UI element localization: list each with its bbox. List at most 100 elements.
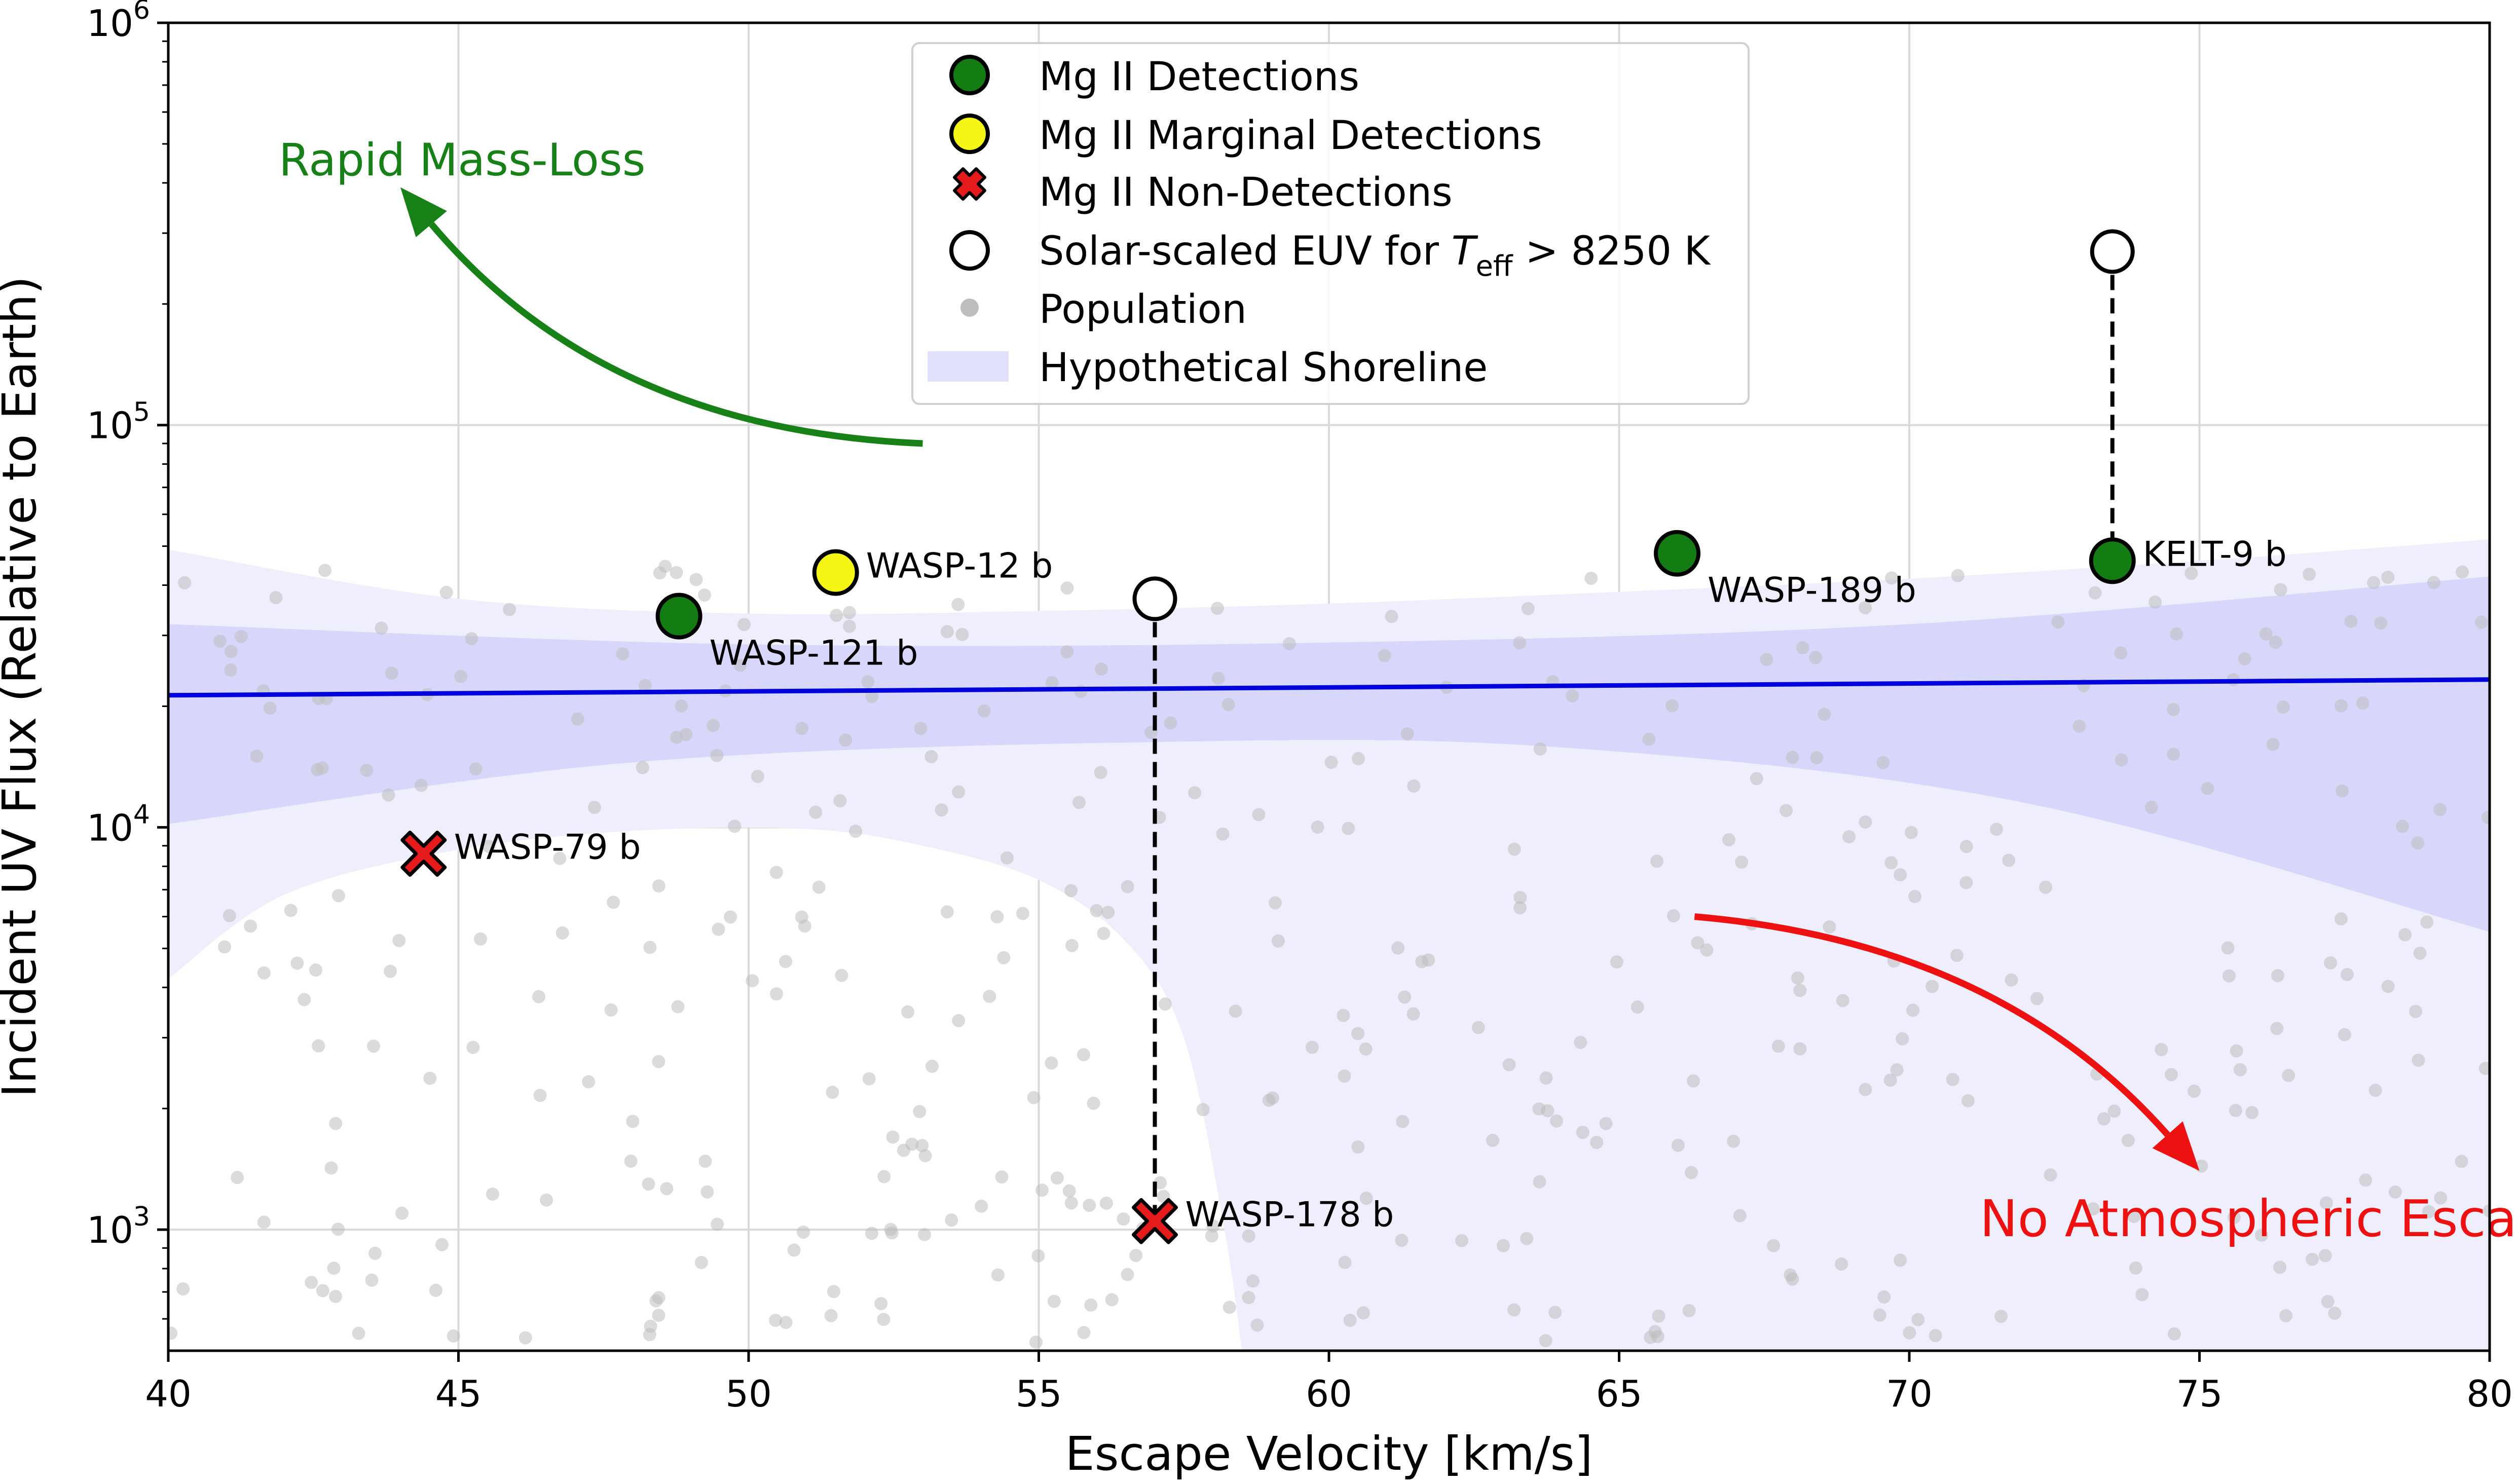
population-point <box>2115 753 2128 767</box>
population-point <box>2269 636 2282 649</box>
x-tick-label: 40 <box>145 1372 192 1415</box>
population-point <box>2129 1261 2142 1275</box>
population-point <box>331 889 345 903</box>
euv-point <box>2090 229 2135 274</box>
population-point <box>1671 1138 1685 1152</box>
population-point <box>1250 1318 1264 1332</box>
legend-euv-T: T <box>1452 229 1478 274</box>
population-point <box>2282 1069 2295 1082</box>
population-point <box>1083 1199 1096 1212</box>
population-point <box>1959 840 1973 854</box>
population-point <box>2324 956 2338 970</box>
planet-marker-detection <box>655 592 702 640</box>
population-point <box>925 1059 939 1073</box>
population-point <box>1533 1175 1546 1189</box>
population-point <box>1780 804 1793 818</box>
population-point <box>1211 672 1225 685</box>
x-tick-label: 45 <box>435 1372 482 1415</box>
population-point <box>795 722 809 735</box>
population-point <box>224 645 238 658</box>
population-point <box>331 1222 345 1236</box>
legend-marginal-label: Mg II Marginal Detections <box>1039 113 1542 159</box>
population-point <box>1064 884 1078 898</box>
population-point <box>728 820 742 833</box>
population-point <box>1859 815 1872 829</box>
y-tick-exp: 4 <box>133 799 150 830</box>
population-point <box>1946 1072 1959 1086</box>
population-point <box>2051 615 2065 629</box>
population-point <box>178 576 192 589</box>
population-point <box>2279 1309 2293 1322</box>
population-point <box>2356 696 2369 710</box>
population-point <box>1667 909 1680 922</box>
population-point <box>991 1268 1005 1282</box>
population-point <box>2338 1028 2351 1042</box>
population-point <box>1513 636 1527 650</box>
population-point <box>826 1086 839 1099</box>
legend-detection-marker <box>949 55 990 95</box>
population-point <box>712 922 725 936</box>
population-point <box>2201 782 2214 795</box>
population-point <box>474 932 487 946</box>
population-point <box>385 666 398 680</box>
population-point <box>2456 565 2469 579</box>
population-point <box>874 1297 888 1311</box>
population-point <box>1045 676 1059 689</box>
population-point <box>367 1040 380 1053</box>
population-point <box>1877 1290 1891 1304</box>
y-tick-label: 105 <box>87 397 150 447</box>
population-point <box>1356 1306 1370 1320</box>
population-point <box>1099 1196 1113 1210</box>
population-point <box>1269 896 1282 910</box>
population-point <box>1786 1272 1799 1286</box>
population-point <box>176 1282 190 1296</box>
population-point <box>1904 826 1918 839</box>
population-point <box>1652 1309 1665 1323</box>
population-point <box>1665 699 1679 713</box>
legend-frame <box>911 42 1750 405</box>
population-point <box>798 919 811 933</box>
population-point <box>1246 1274 1260 1288</box>
planet-marker-detection <box>2089 537 2136 584</box>
population-point <box>1400 727 1414 740</box>
population-point <box>1876 756 1890 769</box>
population-point <box>324 1161 338 1175</box>
population-point <box>1045 1056 1058 1070</box>
arrow-layer <box>400 187 2200 1171</box>
population-point <box>2044 1168 2057 1182</box>
x-tick-label: 55 <box>1016 1372 1062 1415</box>
planet-labels: WASP-121 b WASP-12 b WASP-189 b KELT-9 b WAS… <box>454 534 2287 1235</box>
population-point <box>2427 576 2440 589</box>
x-axis-ticks: 40 45 50 55 60 65 70 75 80 <box>145 1351 2513 1415</box>
population-point <box>1735 856 1749 869</box>
population-point <box>2086 1202 2100 1216</box>
population-point <box>2336 784 2349 798</box>
population-point <box>1836 994 1849 1008</box>
population-point <box>1060 645 1074 659</box>
euv-point <box>1132 576 1177 621</box>
population-point <box>1342 822 1355 835</box>
population-point <box>2233 1063 2247 1077</box>
legend-euv-prefix: Solar-scaled EUV for <box>1039 229 1452 274</box>
population-point <box>830 609 843 622</box>
population-point <box>2374 616 2388 630</box>
population-point <box>582 1075 596 1089</box>
rapid-mass-loss-arrow-head <box>400 187 447 237</box>
population-point <box>1566 689 1579 702</box>
population-point <box>698 588 711 602</box>
population-point <box>1101 906 1115 919</box>
population-point <box>643 941 657 954</box>
population-point <box>327 1262 341 1275</box>
population-point <box>1951 569 1965 582</box>
legend-marginal-marker <box>949 114 990 154</box>
population-point <box>1097 926 1110 940</box>
legend-euv-label: Solar-scaled EUV for Teff > 8250 K <box>1039 229 1711 283</box>
population-point <box>2344 614 2358 628</box>
planet-marker-nondetection <box>1132 1198 1178 1244</box>
population-point <box>423 1071 437 1085</box>
population-point <box>700 1185 714 1199</box>
population-point <box>1338 1255 1352 1269</box>
population-point <box>833 794 847 807</box>
population-point <box>2270 1022 2284 1035</box>
population-point <box>1497 1239 1510 1252</box>
